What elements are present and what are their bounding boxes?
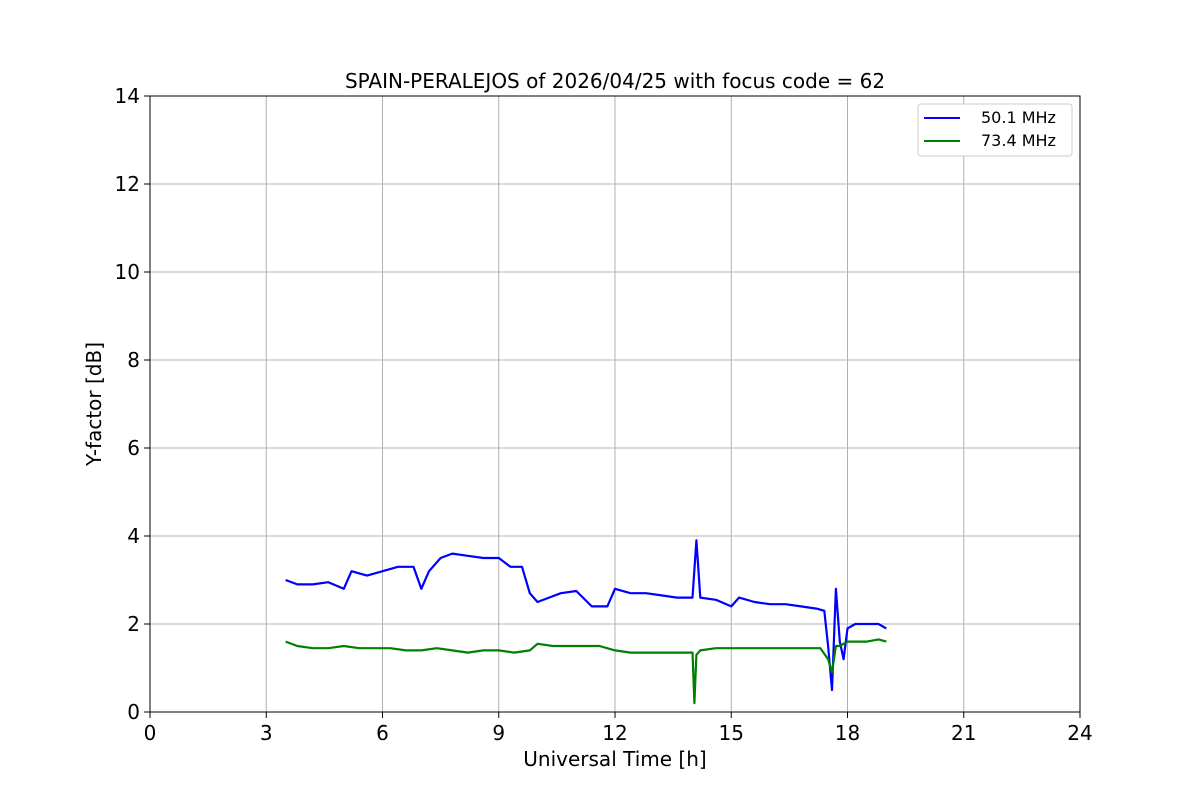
x-tick-label: 12	[602, 721, 627, 745]
x-tick-label: 0	[144, 721, 157, 745]
y-axis-label: Y-factor [dB]	[82, 342, 106, 467]
x-tick-label: 21	[951, 721, 976, 745]
y-tick-label: 8	[127, 348, 140, 372]
x-tick-label: 18	[835, 721, 860, 745]
chart-title: SPAIN-PERALEJOS of 2026/04/25 with focus…	[345, 69, 885, 93]
y-tick-label: 2	[127, 612, 140, 636]
series-layer	[285, 539, 887, 705]
legend-label-73mhz: 73.4 MHz	[981, 131, 1056, 150]
y-tick-label: 4	[127, 524, 140, 548]
y-tick-label: 14	[115, 84, 140, 108]
y-tick-label: 10	[115, 260, 140, 284]
legend-label-50mhz: 50.1 MHz	[981, 108, 1056, 127]
y-axis: 0 2 4 6 8 10 12 14	[115, 84, 150, 724]
x-tick-label: 9	[492, 721, 505, 745]
series-line-1	[285, 638, 887, 705]
y-tick-label: 0	[127, 700, 140, 724]
legend: 50.1 MHz 73.4 MHz	[917, 103, 1073, 157]
x-tick-label: 15	[719, 721, 744, 745]
x-axis-label: Universal Time [h]	[523, 747, 706, 771]
x-tick-label: 6	[376, 721, 389, 745]
y-tick-label: 12	[115, 172, 140, 196]
x-tick-label: 24	[1067, 721, 1092, 745]
y-tick-label: 6	[127, 436, 140, 460]
x-tick-label: 3	[260, 721, 273, 745]
x-axis: 0 3 6 9 12 15 18 21 24	[144, 712, 1093, 745]
